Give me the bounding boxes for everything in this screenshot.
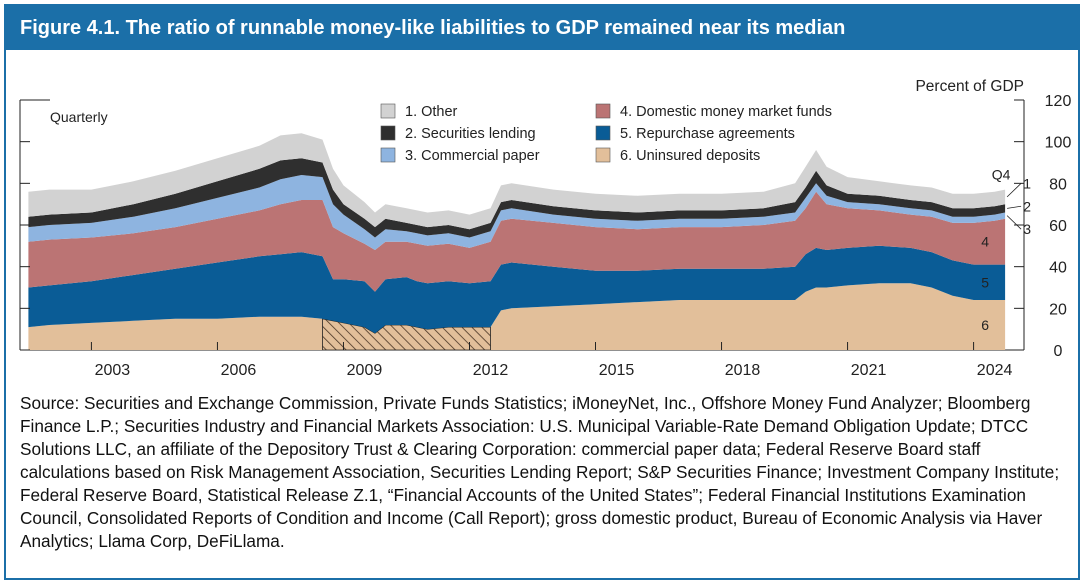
series-key-leader: [1007, 205, 1022, 209]
legend-swatch: [380, 125, 396, 141]
legend-swatch: [595, 125, 611, 141]
legend-label: 6. Uninsured deposits: [620, 148, 760, 164]
x-tick-label: 2021: [851, 362, 887, 379]
legend-label: 4. Domestic money market funds: [620, 104, 832, 120]
frequency-label: Quarterly: [50, 109, 108, 125]
y-axis-title: Percent of GDP: [915, 78, 1024, 95]
y-tick-label: 40: [1049, 260, 1067, 277]
source-note: Source: Securities and Exchange Commissi…: [20, 393, 1060, 551]
area-series-4: [28, 191, 1006, 292]
legend-label: 2. Securities lending: [405, 126, 536, 142]
series-key-leader: [1006, 215, 1022, 230]
series-key-6: 6: [981, 317, 989, 333]
area-series-6: [28, 283, 1006, 350]
series-key-5: 5: [981, 274, 989, 290]
legend-label: 5. Repurchase agreements: [620, 126, 795, 142]
x-tick-label: 2012: [473, 362, 509, 379]
x-tick-label: 2018: [725, 362, 761, 379]
figure-frame: Figure 4.1. The ratio of runnable money-…: [4, 4, 1080, 580]
area-series-2: [28, 158, 1006, 238]
y-tick-label: 100: [1045, 135, 1072, 152]
area-series-5: [28, 245, 1006, 334]
x-tick-label: 2006: [221, 362, 257, 379]
x-tick-label: 2003: [95, 362, 131, 379]
y-tick-label: 0: [1054, 343, 1063, 360]
legend-label: 3. Commercial paper: [405, 148, 540, 164]
legend-swatch: [595, 103, 611, 119]
series-key-3: 3: [1023, 221, 1031, 237]
area-series-1: [28, 133, 1006, 230]
x-tick-label: 2009: [347, 362, 383, 379]
y-tick-label: 80: [1049, 176, 1067, 193]
series-key-leader: [1006, 183, 1022, 198]
y-tick-label: 20: [1049, 301, 1067, 318]
legend-swatch: [380, 103, 396, 119]
figure-title: Figure 4.1. The ratio of runnable money-…: [6, 6, 1078, 50]
series-areas: [28, 133, 1006, 351]
legend-swatch: [380, 147, 396, 163]
series-keys: 6 5 4 3 2 1: [981, 175, 1031, 333]
axes: 0 20 40 60 80 100 120 2003 2006 2009 2012 2015 2018 2…: [20, 93, 1071, 379]
stacked-area-chart: 0 20 40 60 80 100 120 2003 2006 2009 2012 2015 2018 2…: [19, 78, 1071, 379]
x-tick-label: 2015: [599, 362, 635, 379]
series-key-1: 1: [1023, 175, 1031, 191]
series-key-4: 4: [981, 234, 989, 250]
x-tick-label: 2024: [977, 362, 1013, 379]
y-tick-label: 120: [1045, 93, 1072, 110]
series-key-2: 2: [1023, 198, 1031, 214]
area-series-3: [28, 175, 1006, 250]
legend-swatch: [595, 147, 611, 163]
last-period-label: Q4: [992, 167, 1011, 183]
y-tick-label: 60: [1049, 218, 1067, 235]
legend: 1. Other 2. Securities lending 3. Commerci…: [380, 103, 832, 164]
legend-label: 1. Other: [405, 104, 458, 120]
